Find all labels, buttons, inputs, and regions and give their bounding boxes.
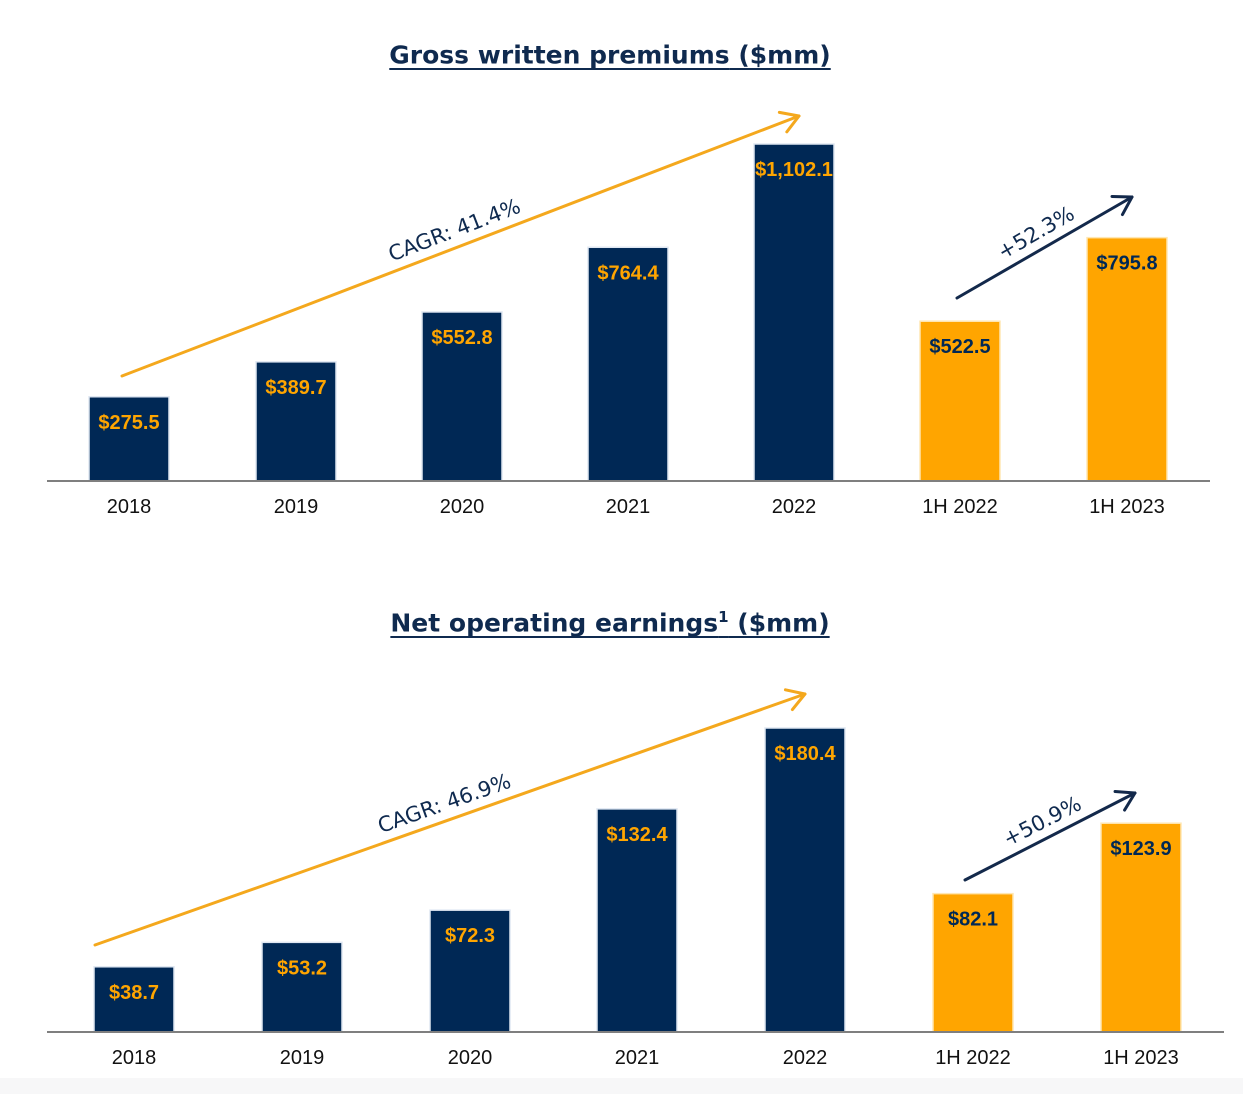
noe-cagr-arrow [93,688,807,947]
noe-bar-2 [429,909,511,1033]
gwp-chart-title: Gross written premiums ($mm) [0,40,1220,69]
gwp-cagr-arrow [120,110,801,378]
gwp-bar-2 [421,311,503,482]
noe-title-footnote: 1 [718,608,729,626]
gwp-bar-value-label-4: $1,102.1 [755,159,833,181]
noe-bar-value-label-0: $38.7 [109,982,159,1004]
gwp-x-tick-label-2: 2020 [440,496,485,518]
gwp-bar-1 [255,361,337,482]
gwp-bar-6 [1086,236,1168,482]
noe-x-tick-label-0: 2018 [112,1047,157,1069]
gwp-chart-panel: Gross written premiums ($mm) $275.5 2018 $… [0,0,1243,540]
noe-x-tick-label-4: 2022 [783,1047,828,1069]
noe-bar-value-label-1: $53.2 [277,957,327,979]
noe-bar-value-label-6: $123.9 [1110,838,1171,860]
footer-strip [0,1078,1243,1094]
gwp-x-tick-label-5: 1H 2022 [922,496,998,518]
noe-x-tick-label-1: 2019 [280,1047,325,1069]
noe-bar-0 [93,966,175,1033]
noe-title-unit: ($mm) [728,608,830,638]
noe-bar-3 [596,808,678,1033]
noe-x-tick-label-2: 2020 [448,1047,493,1069]
noe-growth-label: +50.9% [999,791,1085,851]
gwp-growth-arrow [955,194,1134,300]
gwp-x-tick-label-4: 2022 [772,496,817,518]
gwp-bar-5 [919,320,1001,482]
gwp-bar-value-label-3: $764.4 [597,262,659,284]
gwp-title-unit: ($mm) [729,40,831,70]
gwp-bar-chart: $275.5 2018 $389.7 2019 $552.8 2020 $764.4 2021… [47,110,1210,518]
noe-bar-value-label-5: $82.1 [948,909,998,931]
noe-bar-5 [932,892,1014,1033]
gwp-x-tick-label-1: 2019 [274,496,319,518]
noe-bar-value-label-2: $72.3 [445,925,495,947]
noe-bar-6 [1100,822,1182,1033]
gwp-title-main: Gross written premiums [389,40,730,70]
gwp-bar-3 [587,246,669,482]
noe-chart-title: Net operating earnings1 ($mm) [0,608,1220,637]
gwp-x-tick-label-6: 1H 2023 [1089,496,1165,518]
noe-title-main: Net operating earnings [390,608,719,638]
noe-bar-value-label-4: $180.4 [774,743,836,765]
gwp-x-tick-label-0: 2018 [107,496,152,518]
gwp-bar-value-label-5: $522.5 [929,336,990,358]
gwp-bar-value-label-0: $275.5 [98,412,159,434]
noe-bar-1 [261,941,343,1033]
gwp-bar-value-label-1: $389.7 [265,377,326,399]
gwp-bar-value-label-6: $795.8 [1096,253,1157,275]
noe-x-tick-label-3: 2021 [615,1047,660,1069]
noe-bar-value-label-3: $132.4 [606,824,668,846]
noe-x-tick-label-6: 1H 2023 [1103,1047,1179,1069]
noe-growth-arrow [963,789,1137,882]
noe-x-tick-label-5: 1H 2022 [935,1047,1011,1069]
gwp-x-tick-label-3: 2021 [606,496,651,518]
noe-bar-4 [764,727,846,1033]
gwp-bar-value-label-2: $552.8 [431,327,492,349]
